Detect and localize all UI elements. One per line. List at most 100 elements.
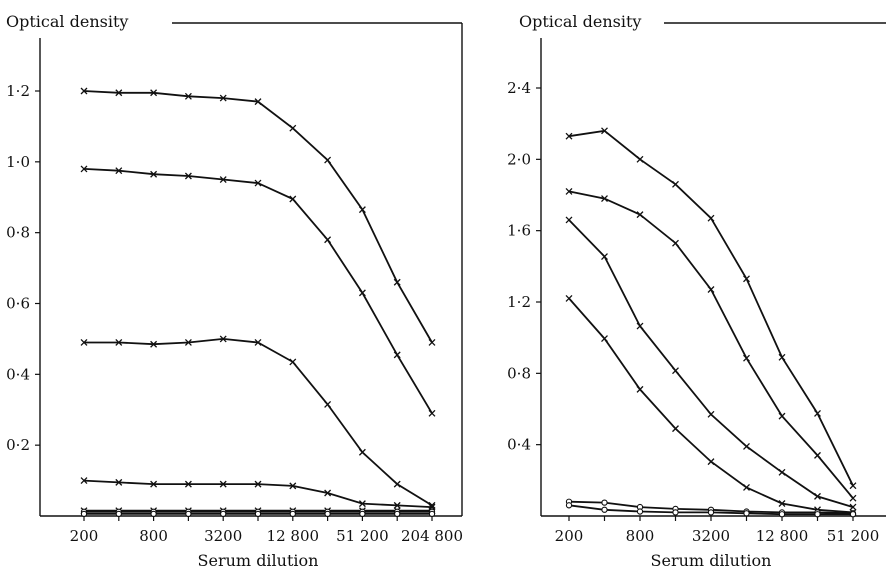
left-series-4-point xyxy=(150,480,158,488)
left-series-group xyxy=(80,87,436,518)
left-series-1-point xyxy=(428,338,436,346)
right-y-tick-label: 0·8 xyxy=(507,364,531,382)
right-series-4-point xyxy=(636,385,644,393)
right-series-1-point xyxy=(743,275,750,283)
left-series-2-point xyxy=(115,167,123,175)
left-series-3-point xyxy=(393,480,401,488)
left-y-tick-label: 1·0 xyxy=(6,153,30,171)
left-series-1-point xyxy=(358,206,366,214)
left-series-2-point xyxy=(358,289,366,297)
right-series-1-point xyxy=(814,409,821,417)
left-series-1-point xyxy=(184,92,192,100)
right-series-4-line xyxy=(568,297,854,514)
left-x-tick-label: 800 xyxy=(139,527,168,545)
left-x-tick-label: 3200 xyxy=(204,527,242,545)
left-series-7-point xyxy=(80,510,88,518)
left-series-2-point xyxy=(393,351,401,359)
left-x-tick-label: 12 800 xyxy=(267,527,320,545)
right-series-1-point xyxy=(601,127,608,135)
right-series-4-point xyxy=(707,458,715,466)
left-series-1-point xyxy=(115,89,123,97)
left-series-3-line xyxy=(84,337,433,507)
right-series-1-point xyxy=(636,155,644,163)
left-series-1-point xyxy=(80,87,88,95)
right-series-3-point xyxy=(849,503,857,511)
left-series-7-point xyxy=(289,510,296,518)
right-series-1-point xyxy=(672,180,679,188)
left-y-tick-label: 0·2 xyxy=(6,436,30,454)
right-series-4-point xyxy=(778,500,786,507)
right-y-ticks: 0·4 0·8 1·2 1·6 2·0 2·4 xyxy=(507,79,541,454)
right-x-axis-title: Serum dilution xyxy=(651,551,772,570)
right-series-3-point xyxy=(778,468,786,476)
right-series-3-point xyxy=(743,442,750,450)
right-x-ticks: 200 800 3200 12 800 51 200 xyxy=(555,516,880,545)
left-series-2-point xyxy=(80,165,88,173)
left-series-4-point xyxy=(289,482,297,490)
left-series-1-point xyxy=(393,278,401,286)
left-series-4-point xyxy=(254,480,262,488)
right-series-2-point xyxy=(565,187,573,195)
right-y-tick-label: 1·2 xyxy=(507,293,531,311)
right-series-3-point xyxy=(565,216,573,224)
right-series-3-line xyxy=(568,219,854,508)
left-series-4-point xyxy=(358,500,366,508)
right-series-6-point xyxy=(778,511,786,518)
left-series-4-point xyxy=(393,501,401,509)
right-series-2-point xyxy=(707,286,715,293)
left-x-axis-title: Serum dilution xyxy=(198,551,319,570)
right-x-tick-label: 3200 xyxy=(692,527,730,545)
left-series-7-point xyxy=(185,510,192,518)
left-series-2-point xyxy=(428,409,436,417)
left-chart-panel: Optical density 0·2 0·4 0·6 0·8 1·0 1·2 200 80… xyxy=(6,12,463,570)
right-series-2-point xyxy=(636,211,644,219)
right-series-1-point xyxy=(778,353,786,361)
right-series-group xyxy=(565,127,857,518)
left-series-4-point xyxy=(324,489,332,497)
left-series-3-point xyxy=(80,338,88,346)
left-x-tick-label: 200 xyxy=(70,527,99,545)
left-series-2-point xyxy=(289,195,297,203)
left-y-tick-label: 0·6 xyxy=(6,295,30,313)
left-y-tick-label: 0·4 xyxy=(6,365,30,383)
left-series-2-point xyxy=(184,172,192,180)
left-y-ticks: 0·2 0·4 0·6 0·8 1·0 1·2 xyxy=(6,82,40,454)
right-series-6-point xyxy=(743,510,750,517)
left-series-4-point xyxy=(219,480,227,488)
left-series-1-line xyxy=(83,90,433,343)
right-series-1-point xyxy=(565,132,573,140)
right-series-4-point xyxy=(601,335,608,343)
right-x-tick-label: 51 200 xyxy=(827,527,880,545)
right-y-tick-label: 0·4 xyxy=(507,436,531,454)
right-series-2-point xyxy=(849,494,857,502)
left-series-3-point xyxy=(184,338,192,346)
left-series-7-point xyxy=(254,510,262,518)
right-chart-panel: Optical density 0·4 0·8 1·2 1·6 2·0 2·4 200 80… xyxy=(507,12,886,570)
left-series-4-point xyxy=(184,480,192,488)
left-series-1-point xyxy=(219,94,227,102)
right-series-6-point xyxy=(814,511,821,518)
left-series-7-point xyxy=(115,510,122,518)
right-series-6-point xyxy=(849,511,857,518)
right-series-6-point xyxy=(601,506,608,513)
right-series-3-point xyxy=(814,492,821,500)
right-series-6-point xyxy=(672,509,679,516)
right-series-2-point xyxy=(601,195,608,203)
right-series-6-point xyxy=(565,502,573,509)
left-series-1-point xyxy=(254,98,262,106)
right-x-tick-label: 800 xyxy=(626,527,655,545)
right-series-2-point xyxy=(672,239,679,247)
left-series-7-point xyxy=(324,510,331,518)
right-y-tick-label: 2·4 xyxy=(507,79,531,97)
right-series-1-line xyxy=(568,129,854,487)
right-series-2-point xyxy=(743,354,750,362)
right-series-4-point xyxy=(743,484,750,491)
right-series-1-point xyxy=(849,482,857,490)
left-x-tick-label: 204 800 xyxy=(401,527,463,545)
left-series-3-point xyxy=(289,358,297,366)
left-y-axis-title: Optical density xyxy=(6,12,128,31)
left-series-3-point xyxy=(358,448,366,456)
left-series-2-point xyxy=(150,170,158,178)
right-y-axis-title: Optical density xyxy=(519,12,641,31)
